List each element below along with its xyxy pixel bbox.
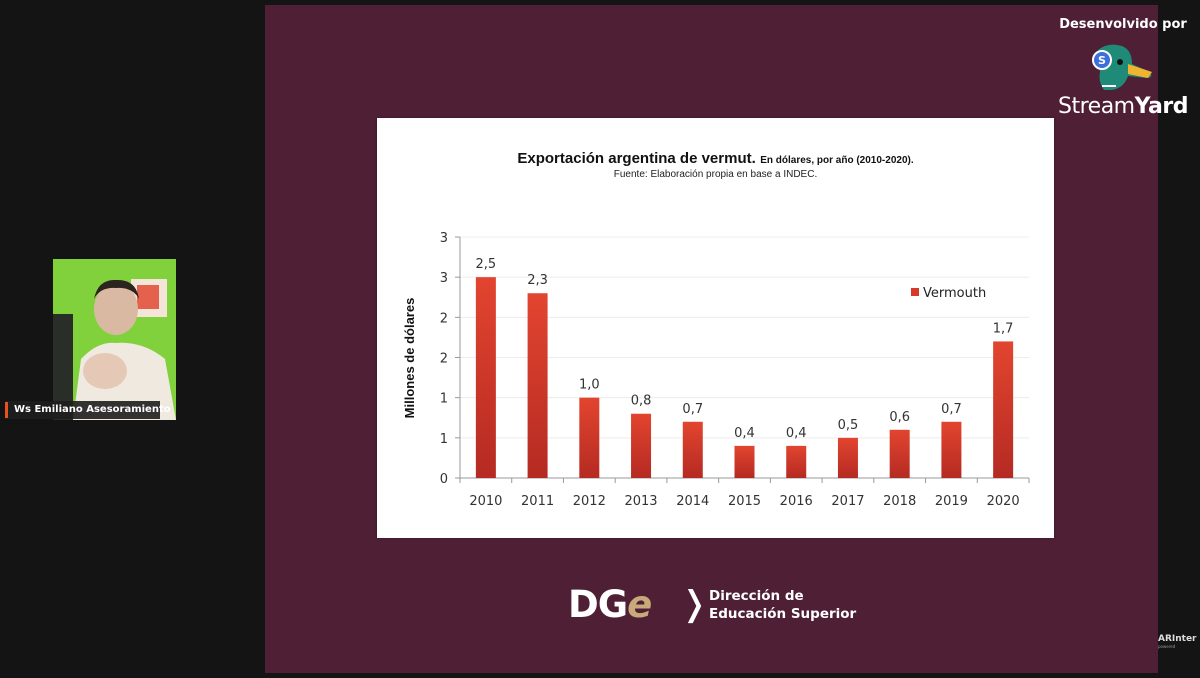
- chart-legend: Vermouth: [911, 286, 986, 301]
- y-tick-label: 1: [440, 392, 448, 407]
- arinter-text: ARInter: [1158, 634, 1197, 644]
- chart-title-sub: En dólares, por año (2010-2020).: [760, 155, 914, 166]
- data-label-2010: 2,5: [476, 257, 497, 272]
- chevron-right-icon: ❭: [680, 584, 709, 624]
- bar-2016: [786, 445, 807, 478]
- participant-name: Ws Emiliano Asesoramiento: [14, 404, 171, 415]
- y-tick-label: 3: [440, 231, 448, 246]
- x-tick-label-2016: 2016: [780, 494, 813, 509]
- x-tick-label-2017: 2017: [831, 494, 864, 509]
- data-label-2016: 0,4: [786, 426, 807, 441]
- chart-title: Exportación argentina de vermut. En dóla…: [377, 150, 1054, 168]
- bar-2011: [527, 293, 548, 478]
- participant-video[interactable]: [53, 259, 176, 420]
- dge-logo-accent-letter: e: [627, 583, 652, 626]
- y-tick-label: 2: [440, 311, 448, 326]
- bar-2020: [993, 341, 1014, 478]
- person-hand: [83, 353, 127, 389]
- bar-2014: [682, 421, 703, 478]
- bar-2018: [889, 429, 910, 478]
- chart-title-main: Exportación argentina de vermut.: [517, 150, 756, 167]
- x-tick-label-2015: 2015: [728, 494, 761, 509]
- x-tick-label-2013: 2013: [624, 494, 657, 509]
- x-tick-label-2011: 2011: [521, 494, 554, 509]
- dge-logo-text: Dirección de Educación Superior: [709, 587, 856, 623]
- data-label-2014: 0,7: [682, 402, 703, 417]
- data-label-2013: 0,8: [631, 394, 652, 409]
- streamyard-duck-logo-icon: S: [1092, 44, 1152, 90]
- x-tick-label-2018: 2018: [883, 494, 916, 509]
- y-tick-label: 1: [440, 432, 448, 447]
- data-label-2012: 1,0: [579, 378, 600, 393]
- data-label-2020: 1,7: [993, 321, 1014, 336]
- legend-label-vermouth: Vermouth: [923, 286, 986, 301]
- person-face: [94, 283, 138, 335]
- bar-2013: [631, 413, 652, 478]
- legend-swatch-vermouth: [911, 288, 919, 296]
- y-axis-label: Millones de dólares: [402, 298, 417, 419]
- bar-chart: Millones de dólares Vermouth 0 1 1 2 2 3 3 2,5 2…: [402, 231, 1030, 509]
- dge-logo-letters: DG: [568, 583, 628, 626]
- data-label-2011: 2,3: [527, 273, 548, 288]
- wordmark-light: Stream: [1058, 94, 1135, 119]
- streamyard-wordmark: StreamYard: [1058, 94, 1188, 119]
- wordmark-bold: Yard: [1134, 94, 1189, 119]
- svg-text:S: S: [1098, 54, 1106, 67]
- data-label-2017: 0,5: [838, 418, 859, 433]
- x-tick-label-2012: 2012: [573, 494, 606, 509]
- arinter-subtext: powered: [1158, 644, 1176, 649]
- bar-2019: [941, 421, 962, 478]
- chart-source: Fuente: Elaboración propia en base a IND…: [613, 169, 818, 180]
- participant-video-frame: [53, 259, 176, 420]
- dge-logo-mark: DGe: [568, 583, 652, 627]
- bar-2015: [734, 445, 755, 478]
- x-tick-label-2014: 2014: [676, 494, 709, 509]
- participant-name-tag: Ws Emiliano Asesoramiento: [5, 401, 171, 419]
- x-tick-label-2020: 2020: [987, 494, 1020, 509]
- x-tick-label-2010: 2010: [469, 494, 502, 509]
- branding-caption: Desenvolvido por: [1059, 17, 1187, 32]
- y-tick-label: 0: [440, 472, 448, 487]
- y-tick-label: 2: [440, 352, 448, 367]
- dge-logo-line2: Educación Superior: [709, 606, 857, 622]
- bar-2012: [579, 397, 600, 478]
- bottle: [53, 314, 73, 420]
- data-label-2018: 0,6: [889, 410, 910, 425]
- x-tick-label-2019: 2019: [935, 494, 968, 509]
- dge-logo-line1: Dirección de: [709, 588, 804, 604]
- name-tag-accent: [5, 402, 8, 418]
- chart-slide: Exportación argentina de vermut. En dóla…: [377, 118, 1054, 538]
- bar-2010: [475, 277, 496, 478]
- data-label-2015: 0,4: [734, 426, 755, 441]
- y-tick-label: 3: [440, 271, 448, 286]
- bar-2017: [837, 437, 858, 478]
- data-label-2019: 0,7: [941, 402, 962, 417]
- arinter-watermark: ARInter powered: [1158, 634, 1197, 649]
